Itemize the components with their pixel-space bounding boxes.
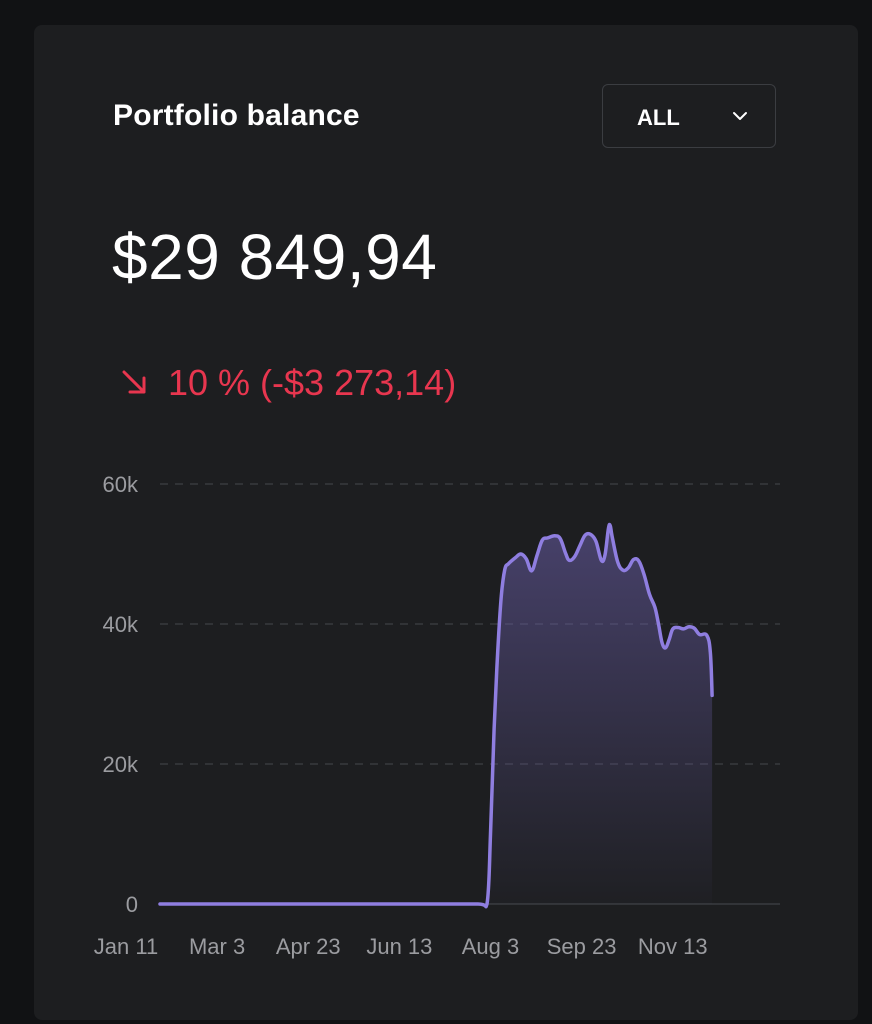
y-tick-label: 0 [126, 892, 138, 917]
portfolio-balance-value: $29 849,94 [112, 221, 438, 293]
x-tick-label: Aug 3 [462, 934, 520, 959]
y-tick-label: 20k [103, 752, 139, 777]
card-title: Portfolio balance [113, 99, 360, 132]
range-select[interactable]: ALL [602, 84, 776, 148]
x-tick-label: Nov 13 [638, 934, 708, 959]
balance-area-fill [160, 524, 713, 907]
balance-change-text: 10 % (-$3 273,14) [168, 362, 457, 403]
x-tick-label: Jun 13 [366, 934, 432, 959]
x-tick-label: Sep 23 [547, 934, 617, 959]
balance-series-line [158, 522, 714, 909]
y-tick-label: 40k [103, 612, 139, 637]
portfolio-card: Portfolio balance ALL $29 849,94 10 % (-… [34, 25, 858, 1020]
x-tick-label: Jan 11 [94, 934, 158, 959]
y-tick-label: 60k [103, 472, 139, 497]
balance-change: 10 % (-$3 273,14) [120, 362, 456, 404]
range-select-value: ALL [637, 105, 680, 130]
x-tick-label: Mar 3 [189, 934, 245, 959]
x-tick-label: Apr 23 [276, 934, 341, 959]
arrow-down-right-icon [122, 370, 146, 394]
chevron-down-icon [733, 112, 747, 120]
